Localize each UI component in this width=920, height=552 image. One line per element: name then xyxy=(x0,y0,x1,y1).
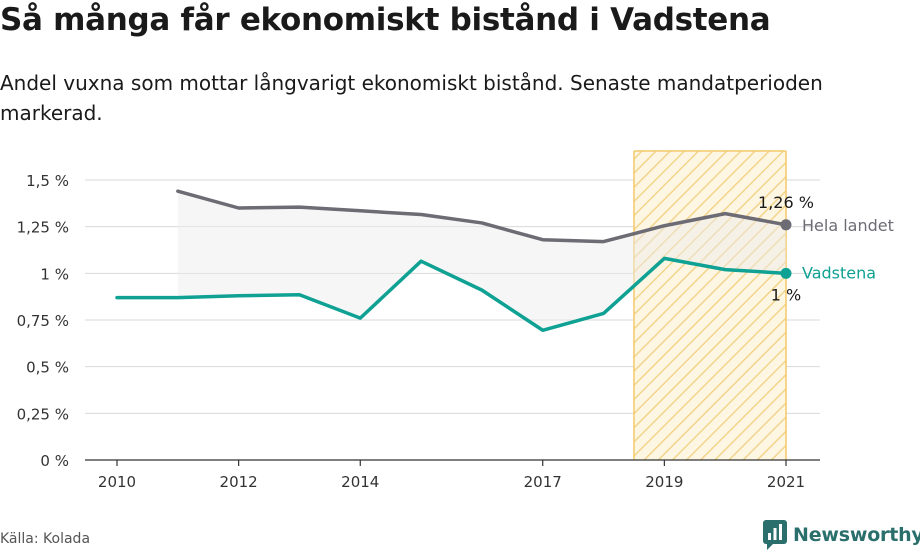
y-tick-label: 0,5 % xyxy=(26,359,69,377)
chart-title: Så många får ekonomiskt bistånd i Vadste… xyxy=(0,2,771,38)
x-tick-label: 2019 xyxy=(645,473,683,491)
y-tick-label: 1,25 % xyxy=(17,219,69,237)
y-tick-label: 0 % xyxy=(40,452,69,470)
series-name-vadstena: Vadstena xyxy=(802,263,876,282)
y-tick-label: 1,5 % xyxy=(26,172,69,190)
source-note: Källa: Kolada xyxy=(0,531,91,547)
x-tick-label: 2010 xyxy=(98,473,136,491)
value-label-vadstena: 1 % xyxy=(771,285,801,304)
difference-area-fill xyxy=(177,191,786,331)
brand-name: Newsworthy xyxy=(793,524,920,546)
value-label-hela-landet: 1,26 % xyxy=(758,193,814,212)
x-tick-label: 2021 xyxy=(767,473,805,491)
x-tick-label: 2017 xyxy=(524,473,562,491)
y-tick-label: 1 % xyxy=(40,265,69,283)
highlight-period xyxy=(633,150,787,460)
difference-area xyxy=(177,191,786,331)
y-tick-label: 0,25 % xyxy=(17,405,69,423)
series-name-hela-landet: Hela landet xyxy=(802,216,894,235)
x-tick-label: 2012 xyxy=(220,473,258,491)
highlight-period-band xyxy=(633,151,786,460)
end-marker-hela-landet xyxy=(780,219,792,231)
chart-subtitle: Andel vuxna som mottar långvarigt ekonom… xyxy=(0,71,823,125)
line-chart: 0 % 0,25 % 0,5 % 0,75 % 1 % 1,25 % 1,5 % 2010 20… xyxy=(17,150,894,491)
x-tick-label: 2014 xyxy=(341,473,379,491)
series-line-vadstena xyxy=(115,256,788,333)
brand-logo: Newsworthy xyxy=(763,519,920,551)
series-lines xyxy=(115,189,792,333)
y-tick-label: 0,75 % xyxy=(17,312,69,330)
end-marker-vadstena xyxy=(780,267,792,279)
series-line-hela-landet xyxy=(176,189,788,244)
axes: 0 % 0,25 % 0,5 % 0,75 % 1 % 1,25 % 1,5 % 2010 20… xyxy=(17,172,820,491)
newsworthy-logo-icon xyxy=(763,520,787,550)
